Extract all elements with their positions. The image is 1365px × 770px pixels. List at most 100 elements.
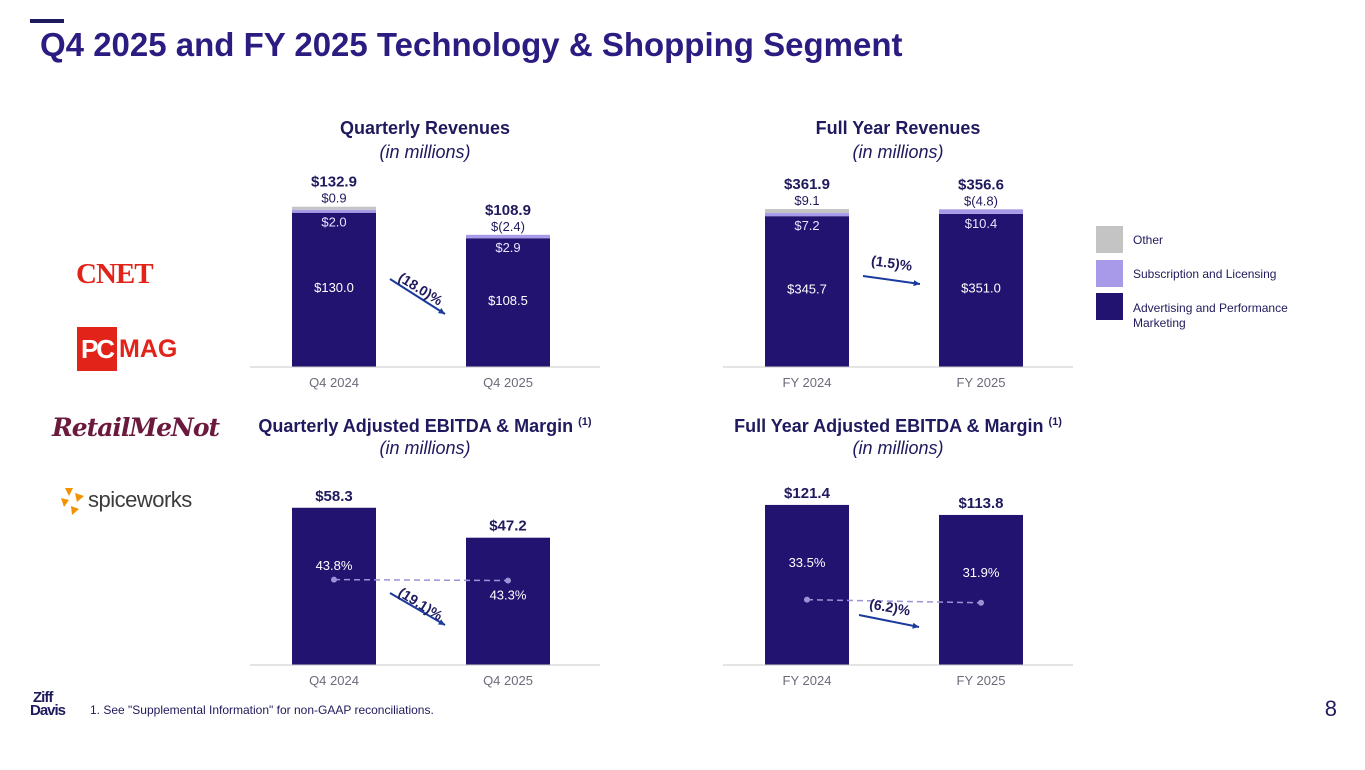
chart-subtitle: (in millions) [852, 142, 944, 162]
bar-segment-other [292, 206, 376, 210]
bar-label-other: $0.9 [321, 191, 346, 206]
margin-label: 31.9% [963, 565, 1000, 580]
change-arrow-head [913, 280, 920, 287]
pcmag-logo: PC MAG [77, 327, 177, 371]
bar-label-subscription: $2.9 [495, 240, 520, 255]
chart-title: Full Year Revenues [815, 118, 981, 138]
bar-value-label: $58.3 [315, 488, 353, 505]
legend-label: Other [1133, 233, 1164, 247]
bar-label-advertising: $351.0 [961, 280, 1001, 295]
chart-title: Quarterly Revenues [339, 118, 511, 138]
retailmenot-logo: RetailMeNot [52, 413, 220, 442]
chart-title-wrap: Full Year Adjusted EBITDA & Margin (1) [713, 416, 1083, 437]
bar-total-label: $356.6 [958, 176, 1004, 193]
x-tick-label: Q4 2024 [309, 375, 359, 390]
bar-segment-subscription [292, 209, 376, 213]
change-percent-label: (6.2)% [868, 596, 912, 619]
bar-label-other: $9.1 [794, 193, 819, 208]
quarterly-ebitda-plot: $58.3 43.8% $47.2 43.3% Q4 2024 Q4 2025 (19.1)… [250, 488, 600, 688]
bar-label-other: $(2.4) [491, 219, 525, 234]
change-percent-label: (19.1)% [396, 584, 447, 624]
bar-segment-subscription [765, 213, 849, 217]
bar-ebitda [765, 504, 849, 665]
chart-subtitle: (in millions) [379, 142, 471, 162]
bar-total-label: $108.9 [485, 202, 531, 219]
x-tick-label: Q4 2024 [309, 673, 359, 688]
legend-swatch [1096, 226, 1123, 253]
pcmag-mag-text: MAG [119, 335, 178, 363]
bar-segment-subscription [466, 234, 550, 239]
ziff-davis-logo: Ziff Davis [30, 689, 74, 719]
bar-ebitda [292, 507, 376, 665]
quarterly-revenues-chart: Quarterly Revenues (in millions) $130.0 $… [240, 115, 610, 395]
cnet-logo: CNET [76, 258, 154, 290]
legend-label: Subscription and Licensing [1133, 267, 1277, 281]
page-title: Q4 2025 and FY 2025 Technology & Shoppin… [40, 26, 903, 63]
change-arrow-line [389, 592, 446, 626]
full-year-revenues-plot: $345.7 $7.2 $9.1$361.9 $351.0 $10.4 $(4.8)$35… [723, 176, 1073, 390]
chart-title: Quarterly Adjusted EBITDA & Margin [258, 416, 574, 436]
full-year-revenues-chart: Full Year Revenues (in millions) $345.7 $… [713, 115, 1083, 395]
bar-label-other: $(4.8) [964, 193, 998, 208]
footnote-ref: (1) [578, 416, 592, 428]
bar-label-subscription: $10.4 [965, 216, 998, 231]
margin-point [331, 576, 337, 583]
margin-point [505, 577, 511, 584]
margin-point [978, 599, 984, 606]
x-tick-label: FY 2025 [957, 375, 1006, 390]
full-year-ebitda-plot: $121.4 33.5% $113.8 31.9% FY 2024 FY 2025 (6.2… [723, 485, 1073, 688]
change-arrow-head [912, 622, 919, 629]
margin-label: 33.5% [789, 555, 826, 570]
margin-point [804, 596, 810, 603]
bar-label-subscription: $7.2 [794, 218, 819, 233]
margin-line [806, 598, 982, 604]
change-arrow-head [438, 308, 445, 314]
chart-title: Full Year Adjusted EBITDA & Margin [734, 416, 1044, 436]
legend-swatch [1096, 293, 1123, 320]
bar-label-subscription: $2.0 [321, 215, 346, 230]
bar-segment-advertising [466, 238, 550, 367]
change-arrow-line [862, 275, 921, 285]
margin-label: 43.8% [316, 558, 353, 573]
legend-swatch [1096, 260, 1123, 287]
change-arrow-line [389, 278, 446, 315]
bar-ebitda [466, 537, 550, 665]
legend-label: Advertising and Performance Marketing [1133, 301, 1288, 330]
bar-total-label: $361.9 [784, 176, 830, 193]
x-tick-label: Q4 2025 [483, 673, 533, 688]
change-arrow-head [438, 619, 445, 625]
bar-value-label: $47.2 [489, 518, 527, 535]
bar-ebitda [939, 514, 1023, 665]
margin-label: 43.3% [490, 588, 527, 603]
x-tick-label: Q4 2025 [483, 375, 533, 390]
bar-segment-other [765, 209, 849, 214]
bar-value-label: $121.4 [784, 485, 831, 502]
change-percent-label: (1.5)% [870, 252, 914, 274]
bar-segment-advertising [939, 213, 1023, 367]
pcmag-pc-box: PC [77, 327, 117, 371]
margin-line [333, 578, 509, 582]
page-number: 8 [1324, 696, 1337, 721]
title-accent-bar [30, 19, 64, 23]
x-tick-label: FY 2024 [783, 375, 832, 390]
chart-subtitle: (in millions) [852, 438, 944, 458]
x-tick-label: FY 2024 [783, 673, 832, 688]
footnote-ref: (1) [1048, 416, 1062, 428]
chart-title-wrap: Quarterly Adjusted EBITDA & Margin (1) [240, 416, 610, 437]
bar-value-label: $113.8 [958, 495, 1003, 512]
quarterly-revenues-plot: $130.0 $2.0 $0.9$132.9 $108.5 $2.9 $(2.4)$108… [250, 174, 600, 390]
ziff-davis-logo-top: Ziff [33, 689, 53, 706]
spiceworks-icon [61, 488, 84, 515]
change-arrow-line [858, 614, 920, 628]
bar-segment-advertising [292, 212, 376, 367]
ziff-davis-logo-bottom: Davis [30, 702, 66, 719]
bar-label-advertising: $345.7 [787, 282, 827, 297]
bar-total-label: $132.9 [311, 174, 357, 191]
x-tick-label: FY 2025 [957, 673, 1006, 688]
full-year-ebitda-chart: Full Year Adjusted EBITDA & Margin (1) (… [713, 413, 1083, 693]
bar-segment-subscription [939, 209, 1023, 214]
chart-subtitle: (in millions) [379, 438, 471, 458]
bar-label-advertising: $130.0 [314, 280, 354, 295]
spiceworks-text: spiceworks [88, 487, 192, 512]
bar-segment-advertising [765, 216, 849, 367]
